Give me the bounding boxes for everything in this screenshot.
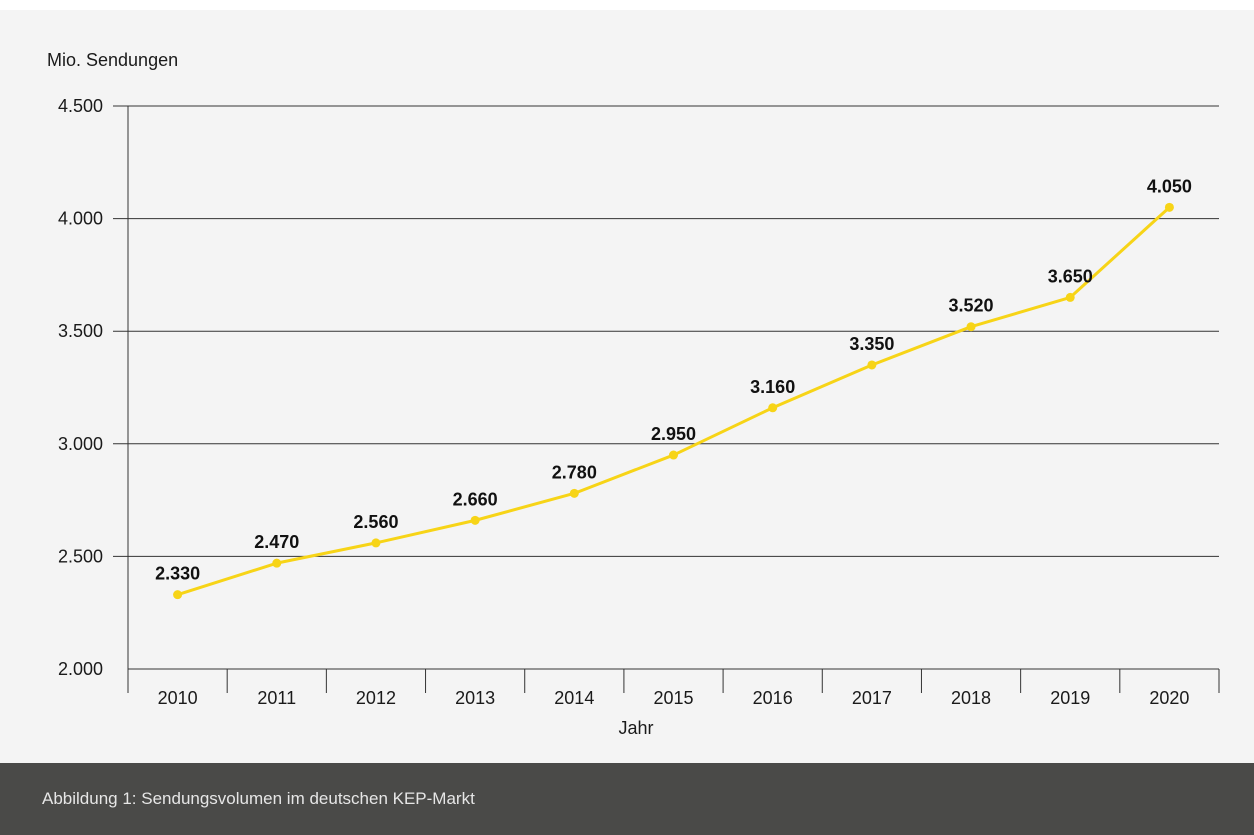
data-point <box>768 403 778 413</box>
series-line <box>176 205 1171 597</box>
y-tick-label: 3.000 <box>58 434 103 454</box>
data-point <box>470 515 480 525</box>
data-label: 3.650 <box>1048 266 1093 286</box>
data-label: 2.560 <box>353 512 398 532</box>
data-point <box>569 488 579 498</box>
chart-figure: Mio. Sendungen 2.000 2.500 3.000 3.500 4.000… <box>0 10 1254 835</box>
data-label: 2.660 <box>453 489 498 509</box>
x-tick-label: 2012 <box>356 688 396 708</box>
data-point <box>371 538 381 548</box>
data-label: 3.160 <box>750 377 795 397</box>
data-label: 2.470 <box>254 532 299 552</box>
data-label: 4.050 <box>1147 176 1192 196</box>
caption-bar: Abbildung 1: Sendungsvolumen im deutsche… <box>0 763 1254 835</box>
x-tick-label: 2016 <box>753 688 793 708</box>
data-label: 2.330 <box>155 564 200 584</box>
x-tick-label: 2019 <box>1050 688 1090 708</box>
x-tick-label: 2017 <box>852 688 892 708</box>
x-tick-label: 2010 <box>158 688 198 708</box>
data-point <box>669 450 678 460</box>
data-label: 3.520 <box>949 296 994 316</box>
data-point <box>1164 202 1174 212</box>
y-tick-labels: 2.000 2.500 3.000 3.500 4.000 4.500 <box>58 96 103 679</box>
grid-lines <box>113 105 1219 557</box>
y-tick-label: 4.000 <box>58 209 103 229</box>
figure-caption: Abbildung 1: Sendungsvolumen im deutsche… <box>42 789 475 808</box>
data-series <box>173 202 1174 600</box>
data-label: 2.950 <box>651 424 696 444</box>
data-point <box>867 360 877 370</box>
line-chart: Mio. Sendungen 2.000 2.500 3.000 3.500 4.000… <box>47 50 1220 738</box>
data-label: 3.350 <box>849 334 894 354</box>
x-tick-label: 2013 <box>455 688 495 708</box>
data-label: 2.780 <box>552 462 597 482</box>
y-axis-title: Mio. Sendungen <box>47 50 178 70</box>
x-tick-label: 2015 <box>653 688 693 708</box>
x-tick-label: 2020 <box>1149 688 1189 708</box>
y-tick-label: 2.000 <box>58 659 103 679</box>
y-tick-label: 2.500 <box>58 546 103 566</box>
data-point <box>1065 292 1075 302</box>
data-point <box>272 558 282 568</box>
x-tick-label: 2018 <box>951 688 991 708</box>
data-point <box>966 322 976 332</box>
x-axis-title: Jahr <box>618 718 653 738</box>
data-point <box>173 590 183 600</box>
data-labels: 2.330 2.470 2.560 2.660 2.780 2.950 3.160 3.350… <box>155 176 1192 583</box>
axes <box>127 106 1220 693</box>
x-tick-labels: 2010 2011 2012 2013 2014 2015 2016 2017 2018 2019… <box>158 688 1190 708</box>
x-tick-label: 2011 <box>257 688 296 708</box>
y-tick-label: 3.500 <box>58 321 103 341</box>
y-tick-label: 4.500 <box>58 96 103 116</box>
x-tick-label: 2014 <box>554 688 594 708</box>
